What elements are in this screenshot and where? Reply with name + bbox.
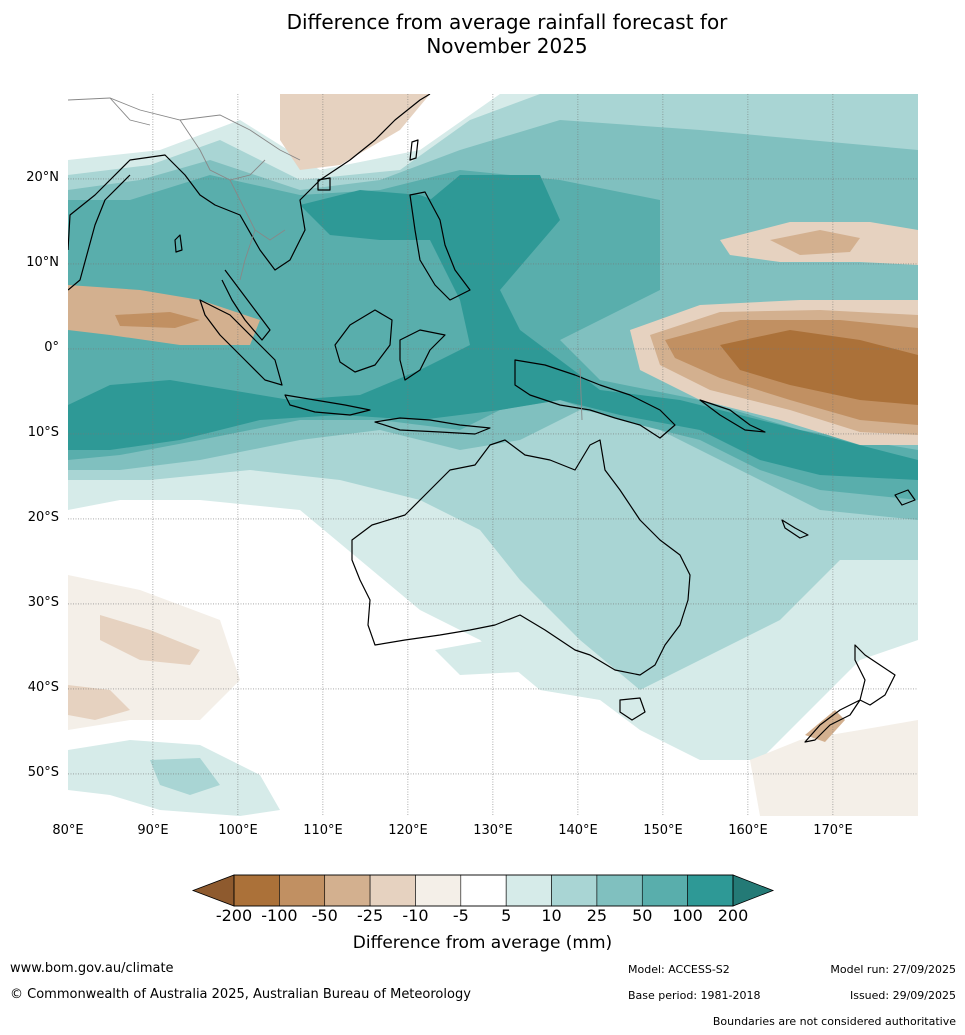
coastline-philippines <box>409 191 471 301</box>
lon-label-140e: 140°E <box>558 823 598 838</box>
title-line-2: November 2025 <box>426 34 588 58</box>
colorbar-tick: 100 <box>672 906 703 925</box>
model-run-date: Model run: 27/09/2025 <box>830 963 956 976</box>
lon-label-130e: 130°E <box>473 823 513 838</box>
colorbar-swatch <box>687 874 734 907</box>
colorbar <box>191 874 775 907</box>
colorbar-swatch <box>324 874 371 907</box>
dry-core-south-indian-2 <box>68 685 130 720</box>
colorbar-extend-high <box>732 874 775 907</box>
colorbar-tick: -25 <box>357 906 384 925</box>
map-plot-area <box>68 94 918 816</box>
model-name: Model: ACCESS-S2 <box>628 963 730 976</box>
coastline-taiwan <box>409 139 419 161</box>
colorbar-tick: 50 <box>632 906 653 925</box>
base-period: Base period: 1981-2018 <box>628 989 761 1002</box>
colorbar-tick: -5 <box>452 906 469 925</box>
issued-date: Issued: 29/09/2025 <box>849 989 956 1002</box>
coastline-sri-lanka <box>174 234 183 253</box>
coastlines <box>68 94 916 743</box>
lon-label-170e: 170°E <box>813 823 853 838</box>
colorbar-tick: -10 <box>402 906 429 925</box>
colorbar-swatch <box>641 874 688 907</box>
colorbar-label: Difference from average (mm) <box>352 933 613 953</box>
coastline-sulawesi <box>399 329 446 381</box>
colorbar-outline <box>233 874 734 907</box>
coastline-new-caledonia <box>781 519 809 539</box>
coastline-india <box>68 174 131 291</box>
lat-label-50s: 50°S <box>27 765 59 780</box>
coastline-lesser-sunda <box>374 417 491 435</box>
coastline-australia <box>351 439 691 676</box>
coastline-malay-peninsula <box>221 269 271 341</box>
dry-core-south-indian <box>100 615 200 665</box>
colorbar-extend-low <box>191 874 235 907</box>
coastline-tasmania <box>619 697 646 721</box>
graticule <box>68 94 918 816</box>
colorbar-swatch <box>415 874 462 907</box>
dry-core-north-pacific <box>770 230 860 255</box>
wet-blob-southwest-core <box>150 758 220 795</box>
colorbar-tick: 5 <box>501 906 512 925</box>
title-line-1: Difference from average rainfall forecas… <box>286 10 728 34</box>
colorbar-tick: 25 <box>586 906 608 925</box>
coastline-sumatra <box>199 299 283 386</box>
chart-title: Difference from average rainfall forecas… <box>0 10 965 58</box>
copyright-text: © Commonwealth of Australia 2025, Austra… <box>10 987 471 1002</box>
colorbar-swatch <box>596 874 643 907</box>
lon-label-160e: 160°E <box>728 823 768 838</box>
colorbar-tick: 10 <box>541 906 562 925</box>
colorbar-tick: -200 <box>215 906 253 925</box>
southern-ocean-blobs <box>68 640 540 816</box>
dry-core-indian-ocean <box>115 312 200 328</box>
dry-band-tasman <box>750 720 918 816</box>
coastline-mainland-asia <box>68 94 431 271</box>
coastline-java <box>284 394 371 416</box>
colorbar-tick: 200 <box>717 906 749 925</box>
colorbar-swatches <box>233 874 734 907</box>
colorbar-tick: -100 <box>261 906 298 925</box>
lat-label-40s: 40°S <box>27 680 59 695</box>
coastline-borneo <box>334 309 393 373</box>
lat-label-10s: 10°S <box>27 425 59 440</box>
borders <box>68 97 583 421</box>
lat-label-0: 0° <box>44 340 59 355</box>
boundaries-disclaimer: Boundaries are not considered authoritat… <box>712 1015 956 1028</box>
colorbar-swatch <box>460 874 507 907</box>
lat-label-20n: 20°N <box>26 170 59 185</box>
lon-label-110e: 110°E <box>303 823 343 838</box>
coastline-new-zealand-south <box>804 699 861 743</box>
lat-label-20s: 20°S <box>27 510 59 525</box>
lon-label-80e: 80°E <box>52 823 84 838</box>
lon-label-100e: 100°E <box>218 823 258 838</box>
lat-label-30s: 30°S <box>27 595 59 610</box>
colorbar-tick: -50 <box>311 906 338 925</box>
wet-core-north <box>300 190 460 240</box>
colorbar-swatch <box>233 874 280 907</box>
coastline-fiji <box>894 489 916 506</box>
coastline-new-guinea <box>514 359 676 439</box>
coastline-solomon-islands <box>699 399 766 433</box>
website-link[interactable]: www.bom.gov.au/climate <box>10 961 174 976</box>
colorbar-swatch <box>279 874 326 907</box>
colorbar-swatch <box>551 874 598 907</box>
dry-band-china <box>280 94 430 170</box>
lon-label-90e: 90°E <box>137 823 169 838</box>
wet-blob-south-central <box>435 640 540 675</box>
colorbar-swatch <box>505 874 552 907</box>
lon-label-150e: 150°E <box>643 823 683 838</box>
lon-label-120e: 120°E <box>388 823 428 838</box>
dry-patch-new-zealand <box>805 710 845 742</box>
coastline-hainan <box>317 177 331 191</box>
colorbar-swatch <box>369 874 416 907</box>
lat-label-10n: 10°N <box>26 255 59 270</box>
coastline-new-zealand-north <box>854 644 896 706</box>
